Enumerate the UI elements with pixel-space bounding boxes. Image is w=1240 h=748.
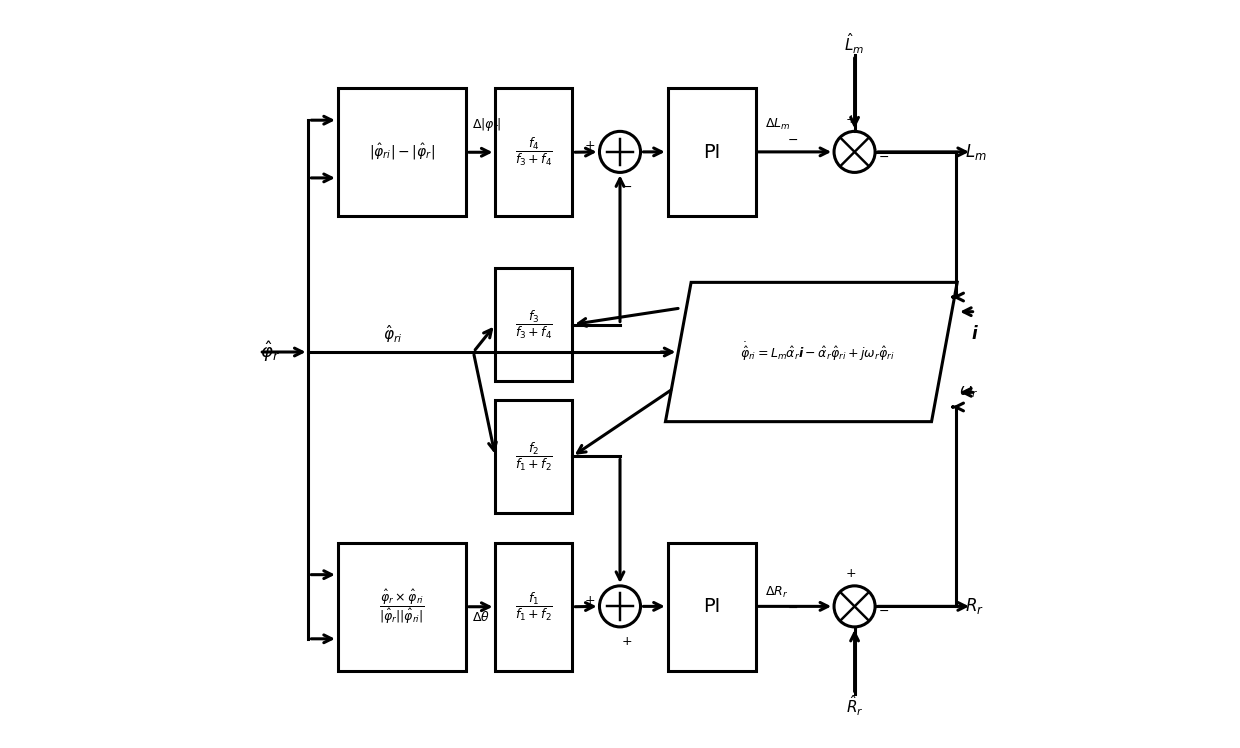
Text: $\dfrac{f_2}{f_1+f_2}$: $\dfrac{f_2}{f_1+f_2}$ — [515, 441, 553, 473]
Circle shape — [599, 132, 641, 173]
Text: $-$: $-$ — [787, 133, 799, 146]
Text: $\dfrac{\hat{\varphi}_r \times \hat{\varphi}_{ri}}{|\hat{\varphi}_r||\hat{\varph: $\dfrac{\hat{\varphi}_r \times \hat{\var… — [379, 588, 425, 626]
Text: $\omega_r$: $\omega_r$ — [960, 384, 980, 400]
Circle shape — [599, 586, 641, 627]
Text: $\hat{\varphi}_r$: $\hat{\varphi}_r$ — [259, 340, 279, 364]
Text: PI: PI — [703, 597, 720, 616]
Text: $+$: $+$ — [844, 112, 856, 126]
Text: $\Delta L_m$: $\Delta L_m$ — [765, 117, 791, 132]
Text: $-$: $-$ — [878, 150, 889, 162]
Text: $\hat{L}_m$: $\hat{L}_m$ — [844, 32, 864, 56]
Text: $+$: $+$ — [584, 594, 595, 607]
Text: $\hat{\varphi}_{ri}$: $\hat{\varphi}_{ri}$ — [383, 322, 403, 345]
Text: $\Delta\theta$: $\Delta\theta$ — [472, 610, 490, 625]
Text: $|\hat{\varphi}_{ri}|-|\hat{\varphi}_r|$: $|\hat{\varphi}_{ri}|-|\hat{\varphi}_r|$ — [370, 142, 435, 162]
FancyBboxPatch shape — [337, 542, 466, 671]
FancyBboxPatch shape — [496, 399, 573, 513]
Text: $R_r$: $R_r$ — [965, 596, 983, 616]
Text: $\dfrac{f_4}{f_3+f_4}$: $\dfrac{f_4}{f_3+f_4}$ — [515, 136, 553, 168]
Polygon shape — [666, 283, 957, 422]
Text: $\dot{\hat{\varphi}}_{ri}=L_m\hat{\alpha}_r\boldsymbol{i}-\hat{\alpha}_r\hat{\va: $\dot{\hat{\varphi}}_{ri}=L_m\hat{\alpha… — [739, 340, 894, 364]
FancyBboxPatch shape — [496, 268, 573, 381]
Circle shape — [835, 132, 875, 173]
Text: $+$: $+$ — [620, 635, 632, 648]
Text: $\Delta R_r$: $\Delta R_r$ — [765, 585, 789, 600]
Text: $\hat{R}_r$: $\hat{R}_r$ — [846, 693, 863, 717]
Text: $-$: $-$ — [620, 180, 631, 193]
Text: $+$: $+$ — [844, 567, 856, 580]
Text: $-$: $-$ — [787, 601, 799, 613]
Text: $+$: $+$ — [584, 139, 595, 153]
Text: $L_m$: $L_m$ — [965, 142, 986, 162]
Circle shape — [835, 586, 875, 627]
FancyBboxPatch shape — [496, 88, 573, 216]
Text: $-$: $-$ — [878, 604, 889, 617]
Text: PI: PI — [703, 143, 720, 162]
Text: $\Delta|\varphi_r|$: $\Delta|\varphi_r|$ — [472, 116, 501, 133]
FancyBboxPatch shape — [667, 542, 755, 671]
FancyBboxPatch shape — [667, 88, 755, 216]
FancyBboxPatch shape — [337, 88, 466, 216]
Text: $\dfrac{f_1}{f_1+f_2}$: $\dfrac{f_1}{f_1+f_2}$ — [515, 591, 553, 623]
Text: $\dfrac{f_3}{f_3+f_4}$: $\dfrac{f_3}{f_3+f_4}$ — [515, 308, 553, 340]
Text: $\boldsymbol{i}$: $\boldsymbol{i}$ — [971, 325, 980, 343]
FancyBboxPatch shape — [496, 542, 573, 671]
